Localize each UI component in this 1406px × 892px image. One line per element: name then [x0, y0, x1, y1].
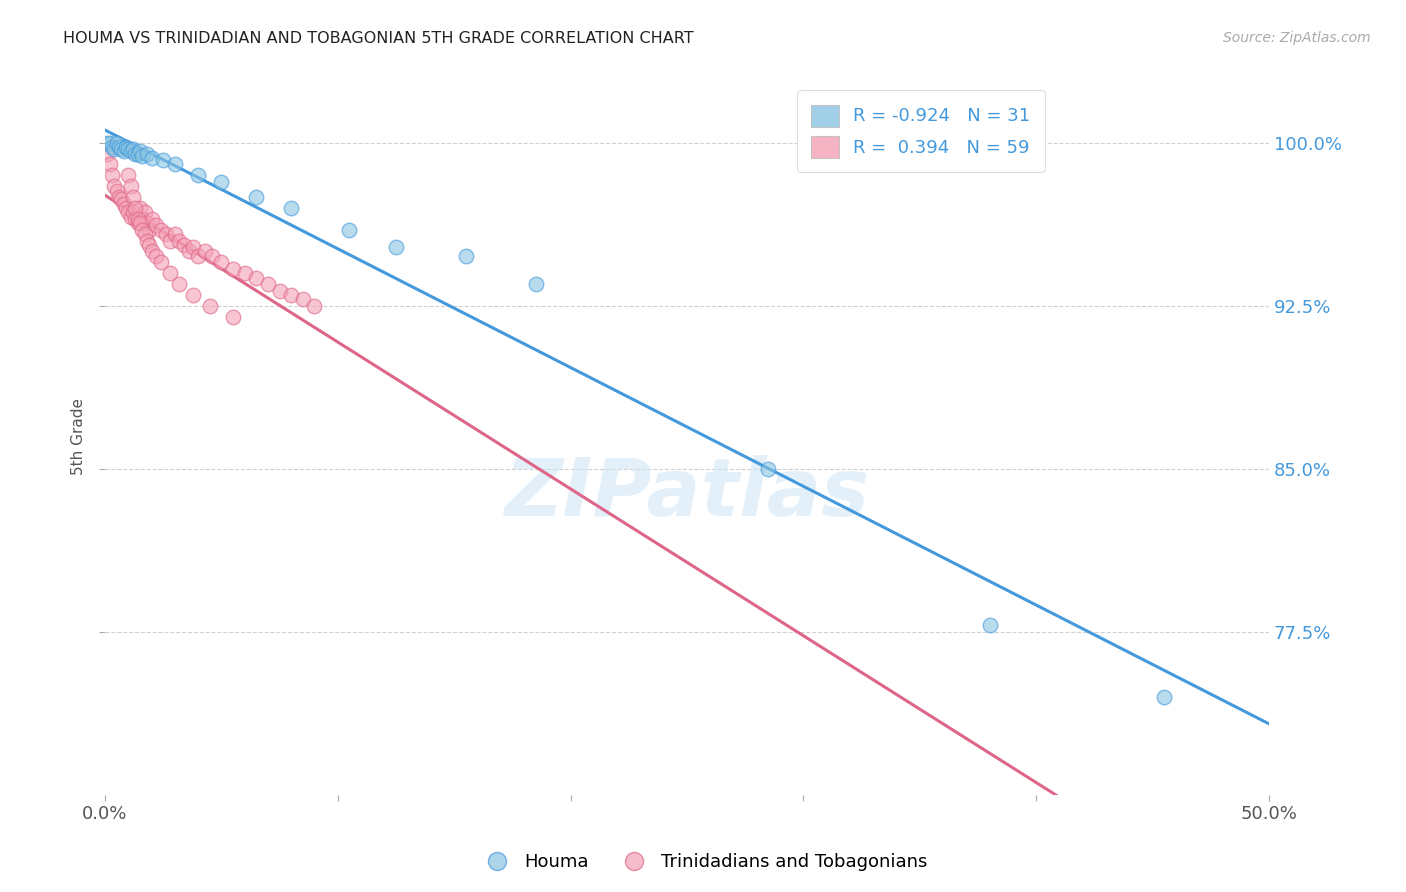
Point: [135, 146, 157, 161]
Point: [149, 222, 172, 236]
Point: [291, 292, 314, 306]
Point: [209, 255, 232, 269]
Legend: R = -0.924   N = 31, R =  0.394   N = 59: R = -0.924 N = 31, R = 0.394 N = 59: [797, 90, 1045, 172]
Point: [98, 136, 121, 150]
Point: [169, 277, 191, 291]
Point: [108, 140, 131, 154]
Point: [758, 462, 780, 476]
Text: ZIPatlas: ZIPatlas: [505, 455, 869, 533]
Point: [183, 240, 205, 254]
Point: [127, 146, 149, 161]
Point: [122, 142, 145, 156]
Point: [124, 211, 146, 226]
Point: [280, 201, 302, 215]
Point: [117, 205, 139, 219]
Point: [117, 142, 139, 156]
Point: [127, 211, 149, 226]
Point: [103, 142, 125, 156]
Point: [120, 145, 142, 159]
Point: [131, 149, 153, 163]
Point: [187, 169, 209, 183]
Point: [233, 266, 256, 280]
Point: [145, 219, 167, 233]
Point: [1153, 690, 1175, 705]
Point: [201, 249, 224, 263]
Point: [979, 618, 1001, 632]
Point: [280, 288, 302, 302]
Point: [124, 146, 146, 161]
Point: [454, 249, 477, 263]
Point: [117, 169, 139, 183]
Point: [145, 249, 167, 263]
Point: [159, 266, 181, 280]
Point: [134, 205, 156, 219]
Point: [149, 255, 172, 269]
Point: [120, 210, 142, 224]
Point: [155, 227, 177, 241]
Point: [96, 136, 118, 150]
Point: [112, 196, 135, 211]
Point: [108, 190, 131, 204]
Point: [124, 201, 146, 215]
Point: [269, 284, 291, 298]
Point: [122, 205, 145, 219]
Point: [141, 151, 163, 165]
Point: [222, 261, 245, 276]
Point: [141, 244, 163, 259]
Point: [304, 299, 326, 313]
Point: [245, 270, 267, 285]
Point: [187, 249, 209, 263]
Point: [129, 216, 152, 230]
Point: [209, 175, 232, 189]
Point: [524, 277, 547, 291]
Point: [163, 227, 186, 241]
Point: [115, 201, 138, 215]
Y-axis label: 5th Grade: 5th Grade: [72, 398, 86, 475]
Legend: Houma, Trinidadians and Tobagonians: Houma, Trinidadians and Tobagonians: [471, 847, 935, 879]
Point: [173, 238, 195, 252]
Point: [245, 190, 267, 204]
Point: [194, 244, 217, 259]
Point: [138, 238, 160, 252]
Point: [169, 234, 191, 248]
Point: [110, 192, 132, 206]
Point: [163, 157, 186, 171]
Point: [177, 244, 200, 259]
Point: [120, 179, 142, 194]
Point: [138, 222, 160, 236]
Point: [103, 179, 125, 194]
Point: [141, 211, 163, 226]
Point: [135, 234, 157, 248]
Point: [152, 153, 174, 167]
Point: [105, 184, 128, 198]
Text: Source: ZipAtlas.com: Source: ZipAtlas.com: [1223, 31, 1371, 45]
Point: [131, 211, 153, 226]
Point: [101, 169, 124, 183]
Point: [129, 145, 152, 159]
Point: [222, 310, 245, 324]
Point: [110, 142, 132, 156]
Point: [385, 240, 408, 254]
Point: [134, 227, 156, 241]
Point: [257, 277, 280, 291]
Point: [105, 136, 128, 150]
Point: [129, 201, 152, 215]
Point: [339, 222, 361, 236]
Point: [198, 299, 221, 313]
Point: [122, 190, 145, 204]
Point: [127, 216, 149, 230]
Point: [96, 146, 118, 161]
Point: [101, 140, 124, 154]
Point: [183, 288, 205, 302]
Point: [98, 157, 121, 171]
Point: [135, 216, 157, 230]
Point: [159, 234, 181, 248]
Point: [115, 140, 138, 154]
Point: [131, 222, 153, 236]
Point: [112, 145, 135, 159]
Text: HOUMA VS TRINIDADIAN AND TOBAGONIAN 5TH GRADE CORRELATION CHART: HOUMA VS TRINIDADIAN AND TOBAGONIAN 5TH …: [63, 31, 695, 46]
